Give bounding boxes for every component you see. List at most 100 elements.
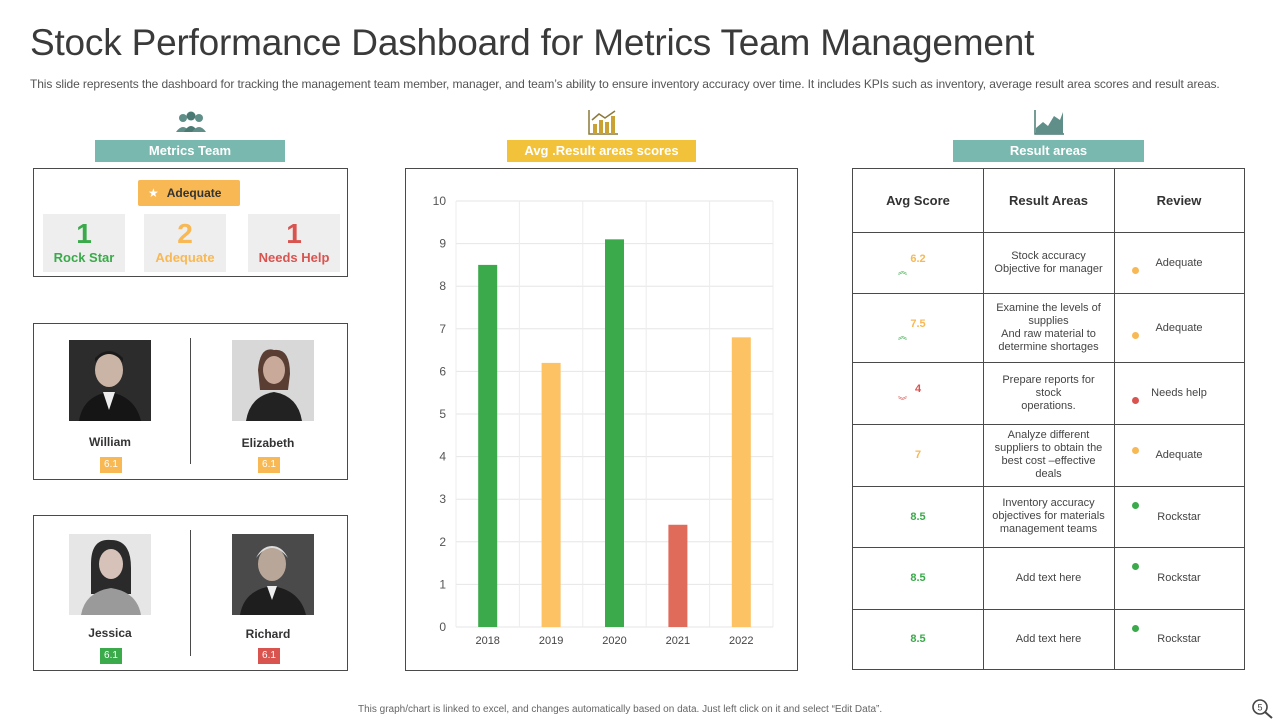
status-dot — [1132, 625, 1139, 632]
y-tick-label: 3 — [439, 492, 446, 506]
metrics-team-header: Metrics Team — [95, 140, 285, 162]
table-divider — [853, 486, 1244, 487]
status-dot — [1132, 447, 1139, 454]
x-tick-label: 2020 — [602, 635, 626, 647]
status-dot — [1132, 331, 1139, 339]
y-tick-label: 0 — [439, 620, 446, 634]
result-areas-header: Result areas — [953, 140, 1144, 162]
status-pill: ★ Adequate — [138, 180, 240, 206]
table-cell-result-area: Examine the levels of supplies And raw m… — [996, 301, 1101, 353]
table-cell-score: 8.5 — [910, 510, 926, 523]
status-pill-label: Adequate — [166, 186, 222, 200]
table-cell-review: Rockstar — [1157, 572, 1201, 584]
status-dot — [1132, 563, 1139, 570]
y-tick-label: 4 — [439, 450, 446, 464]
area-chart-icon — [1034, 110, 1064, 135]
y-tick-label: 6 — [439, 364, 446, 378]
footer-note: This graph/chart is linked to excel, and… — [358, 704, 883, 715]
person-name: William — [89, 435, 131, 449]
table-cell-score: 8.5 — [910, 633, 926, 645]
chart-card: 0 1 2 3 4 5 6 7 8 9 10 2018 2019 2020 2021 2022 — [405, 168, 798, 671]
status-summary-card: ★ Adequate 1 Rock Star 2 Adequate 1 Needs… — [33, 168, 348, 277]
bar-2022 — [731, 337, 751, 627]
stat-rock-star: 1 Rock Star — [43, 214, 125, 272]
team-members-card-2: Jessica 6.1 Richard 6.1 — [33, 515, 348, 671]
table-cell-score: 6.2 — [910, 252, 926, 265]
table-header-avg-score: Avg Score — [886, 193, 950, 208]
bar-2019 — [541, 362, 561, 627]
person-score: 6.1 — [258, 457, 280, 473]
page-number: 5 — [1257, 703, 1262, 713]
person-score: 6.1 — [100, 457, 122, 473]
avatar-william — [69, 340, 151, 421]
person-score: 6.1 — [100, 648, 122, 664]
bar-chart-icon — [588, 110, 618, 135]
y-tick-label: 1 — [439, 577, 446, 591]
bar-2020 — [605, 239, 624, 627]
x-tick-label: 2021 — [666, 635, 690, 647]
table-cell-review: Adequate — [1155, 321, 1203, 334]
divider — [190, 338, 191, 464]
trend-down-icon: ︾ — [898, 396, 908, 406]
stat-label: Rock Star — [53, 250, 115, 265]
table-divider — [983, 169, 984, 669]
table-cell-result-area: Stock accuracy Objective for manager — [994, 249, 1103, 275]
table-cell-review: Adequate — [1155, 256, 1203, 269]
table-cell-review: Rockstar — [1157, 510, 1201, 523]
table-cell-review: Adequate — [1155, 449, 1203, 461]
table-cell-result-area: Add text here — [1015, 571, 1082, 584]
stat-adequate: 2 Adequate — [144, 214, 226, 272]
table-cell-result-area: Prepare reports for stock operations. — [1002, 373, 1095, 412]
stat-count: 2 — [177, 218, 193, 249]
star-icon: ★ — [148, 186, 159, 200]
stat-count: 1 — [286, 218, 302, 249]
status-dot — [1132, 502, 1139, 509]
avatar-richard — [232, 534, 314, 615]
y-tick-label: 2 — [439, 535, 446, 549]
bar-2018 — [478, 264, 498, 627]
trend-up-icon: ︽ — [898, 265, 908, 276]
person-name: Richard — [245, 627, 291, 641]
zoom-icon[interactable]: 5 — [1250, 697, 1274, 719]
status-dot — [1132, 266, 1139, 274]
y-tick-label: 9 — [439, 237, 446, 251]
table-cell-review: Rockstar — [1157, 633, 1201, 645]
table-divider — [853, 424, 1244, 425]
table-cell-result-area: Inventory accuracy objectives for materi… — [992, 497, 1105, 535]
table-cell-score: 8.5 — [910, 572, 926, 584]
person-name: Elizabeth — [241, 436, 295, 450]
table-header-review: Review — [1156, 193, 1202, 208]
team-icon — [176, 111, 206, 132]
table-cell-review: Needs help — [1151, 387, 1207, 399]
table-divider — [853, 232, 1244, 233]
page-subtitle: This slide represents the dashboard for … — [30, 77, 1220, 91]
y-tick-label: 5 — [439, 407, 446, 421]
trend-up-icon: ︽ — [898, 330, 908, 341]
person-name: Jessica — [88, 626, 132, 640]
y-tick-label: 8 — [439, 279, 446, 293]
x-tick-label: 2018 — [475, 635, 499, 647]
table-divider — [853, 293, 1244, 294]
bar-2021 — [668, 524, 688, 627]
y-tick-label: 10 — [433, 194, 447, 208]
person-score: 6.1 — [258, 648, 280, 664]
page-title: Stock Performance Dashboard for Metrics … — [30, 22, 1035, 63]
stat-label: Adequate — [155, 250, 215, 265]
result-areas-table: Avg Score Result Areas Review 6.2 ︽ Stock … — [852, 168, 1245, 670]
y-tick-label: 7 — [439, 322, 446, 336]
divider — [190, 530, 191, 656]
stat-count: 1 — [76, 218, 92, 249]
bar-chart: 0 1 2 3 4 5 6 7 8 9 10 2018 2019 2020 2021 2022 — [433, 194, 774, 647]
table-cell-result-area: Analyze different suppliers to obtain th… — [994, 429, 1103, 480]
avatar-jessica — [69, 534, 151, 615]
table-divider — [853, 609, 1244, 610]
x-tick-label: 2019 — [539, 635, 563, 647]
table-cell-score: 7.5 — [910, 317, 926, 330]
table-divider — [1114, 169, 1115, 669]
x-tick-label: 2022 — [729, 635, 753, 647]
table-divider — [853, 362, 1244, 363]
stat-label: Needs Help — [258, 250, 330, 265]
table-header-result-areas: Result Areas — [1009, 193, 1088, 208]
status-dot — [1132, 397, 1139, 404]
avg-scores-header: Avg .Result areas scores — [507, 140, 696, 162]
